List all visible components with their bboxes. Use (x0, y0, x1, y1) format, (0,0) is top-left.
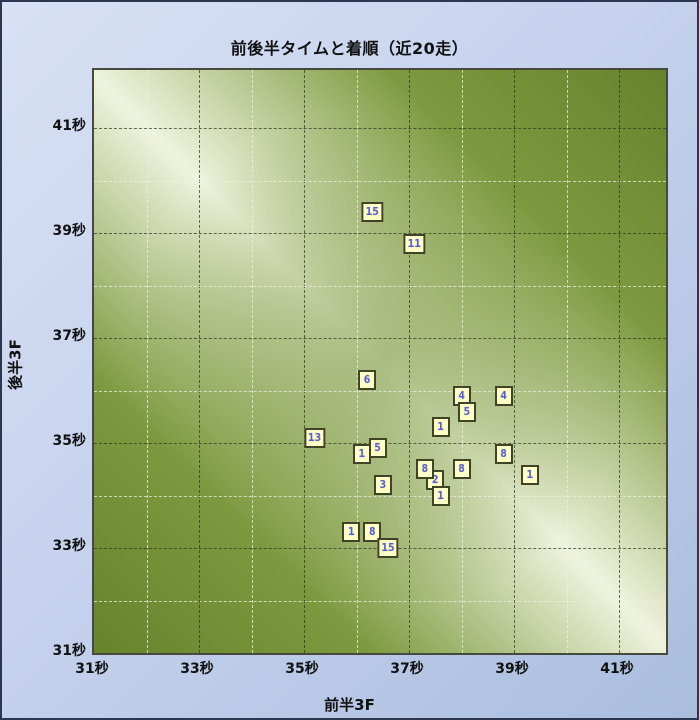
data-point-marker-rank-15: 15 (377, 538, 399, 558)
y-axis-title: 後半3F (6, 339, 25, 390)
data-point-marker-rank-4: 4 (494, 385, 513, 406)
y-tick-label: 33秒 (52, 538, 86, 554)
data-point-marker-rank-1: 1 (520, 464, 539, 485)
gridline-vertical-major (619, 70, 620, 653)
data-point-marker-rank-13: 13 (303, 427, 326, 448)
data-point-marker-rank-11: 11 (403, 233, 425, 254)
gridline-vertical-minor (356, 70, 358, 653)
data-point-marker-rank-15: 15 (361, 202, 383, 222)
x-tick-label: 31秒 (75, 661, 109, 677)
gridline-horizontal-minor (94, 285, 666, 287)
data-point-marker-rank-1: 1 (342, 522, 361, 543)
gridline-horizontal-major (94, 128, 666, 129)
gridline-vertical-minor (461, 70, 463, 653)
y-tick-label: 41秒 (52, 118, 86, 134)
data-point-marker-rank-1: 1 (431, 417, 450, 438)
data-point-marker-rank-8: 8 (452, 459, 471, 480)
data-point-marker-rank-6: 6 (358, 370, 376, 390)
gridline-horizontal-minor (94, 600, 666, 602)
gridline-horizontal-minor (94, 180, 666, 182)
x-tick-label: 41秒 (600, 661, 634, 677)
gridline-vertical-major (409, 70, 410, 653)
gridline-vertical-minor (566, 70, 568, 653)
chart-title: 前後半タイムと着順（近20走） (230, 39, 469, 58)
data-point-marker-rank-3: 3 (373, 475, 392, 495)
data-point-marker-rank-5: 5 (457, 401, 476, 422)
x-tick-label: 39秒 (495, 661, 529, 677)
gridline-vertical-major (199, 70, 200, 653)
gridline-vertical-minor (146, 70, 148, 653)
y-tick-label: 39秒 (52, 223, 86, 239)
gridline-horizontal-minor (94, 495, 666, 497)
gridline-horizontal-major (94, 233, 666, 234)
x-tick-label: 35秒 (285, 661, 319, 677)
x-tick-label: 33秒 (180, 661, 214, 677)
data-point-marker-rank-8: 8 (363, 522, 382, 543)
data-point-marker-rank-8: 8 (415, 459, 434, 480)
gridline-vertical-major (514, 70, 515, 653)
gridline-vertical-minor (251, 70, 253, 653)
gridline-horizontal-major (94, 338, 666, 339)
x-axis-title: 前半3F (324, 696, 375, 714)
y-tick-label: 37秒 (52, 328, 86, 344)
data-point-marker-rank-1: 1 (431, 485, 450, 506)
data-point-marker-rank-8: 8 (494, 443, 513, 464)
x-tick-label: 37秒 (390, 661, 424, 677)
plot-area: 15 11 6 4 4 5 1 13 1 5 8 2 8 8 1 1 3 1 8 15 (92, 68, 668, 655)
data-point-marker-rank-5: 5 (368, 438, 387, 459)
y-tick-label: 35秒 (52, 433, 86, 449)
gridline-vertical-major (304, 70, 305, 653)
gridline-horizontal-minor (94, 390, 666, 392)
y-tick-label: 31秒 (52, 643, 86, 659)
